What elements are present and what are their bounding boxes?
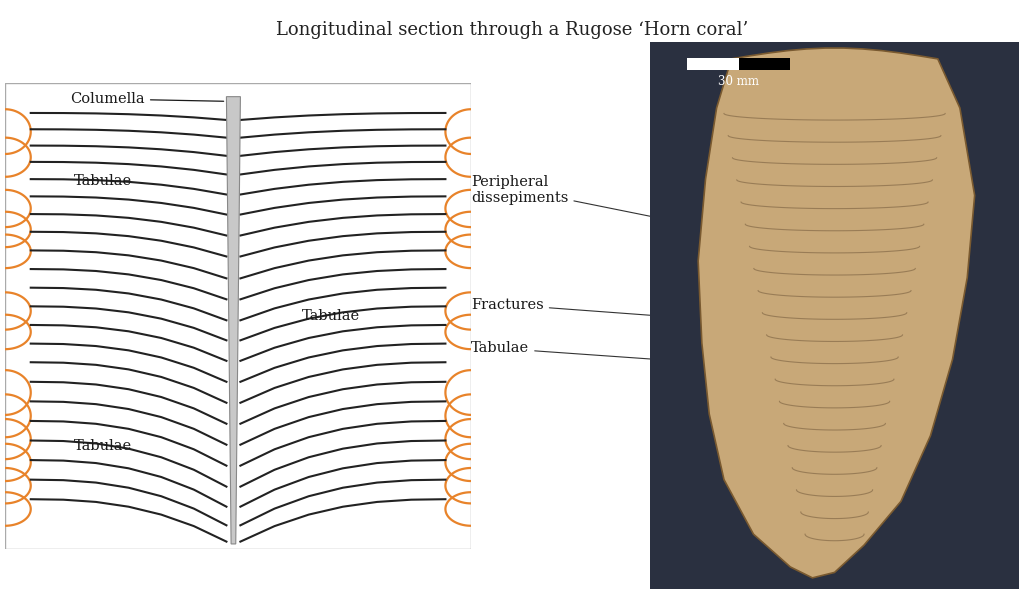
Text: Peripheral
dissepiments: Peripheral dissepiments	[471, 175, 652, 217]
Text: Columella: Columella	[71, 92, 223, 106]
Polygon shape	[226, 97, 241, 544]
Text: Tabulae: Tabulae	[471, 341, 652, 359]
Text: Longitudinal section through a Rugose ‘Horn coral’: Longitudinal section through a Rugose ‘H…	[275, 21, 749, 39]
Text: Tabulae: Tabulae	[302, 308, 360, 323]
Polygon shape	[698, 48, 975, 578]
FancyBboxPatch shape	[687, 58, 738, 70]
FancyBboxPatch shape	[687, 58, 791, 70]
Text: 30 mm: 30 mm	[718, 75, 759, 88]
Text: Fractures: Fractures	[471, 297, 652, 316]
Text: Tabulae: Tabulae	[74, 174, 132, 188]
Text: Tabulae: Tabulae	[74, 439, 132, 453]
FancyBboxPatch shape	[650, 42, 1019, 589]
FancyBboxPatch shape	[5, 83, 471, 549]
